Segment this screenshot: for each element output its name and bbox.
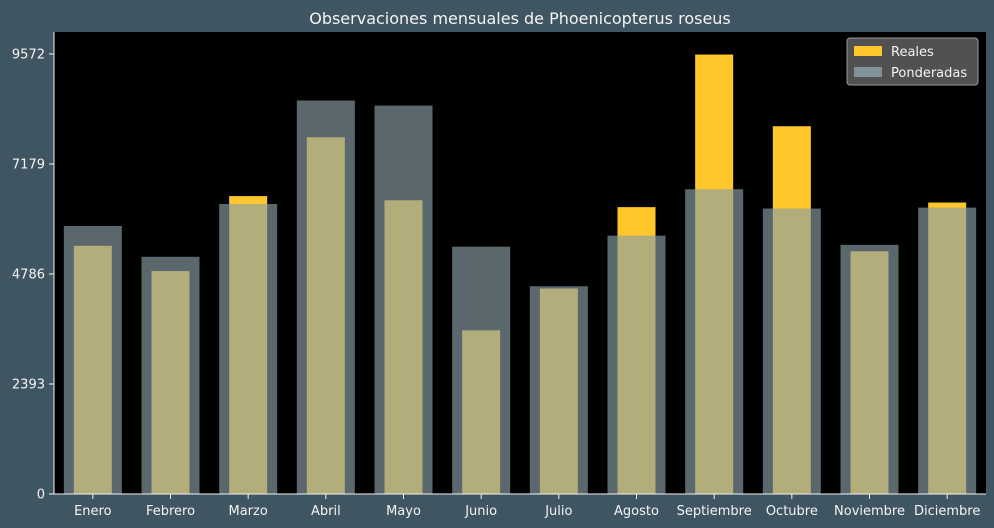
bar-ponderadas-julio	[529, 286, 588, 494]
y-tick-label: 2393	[12, 377, 45, 392]
legend-swatch-ponderadas	[854, 67, 882, 77]
x-tick-label: Julio	[544, 504, 572, 519]
bar-ponderadas-marzo	[219, 203, 278, 495]
bar-ponderadas-noviembre	[840, 244, 899, 494]
x-tick-label: Junio	[464, 504, 497, 519]
y-tick-label: 7179	[12, 157, 45, 172]
legend-label-reales: Reales	[891, 45, 934, 60]
legend-label-ponderadas: Ponderadas	[891, 66, 967, 81]
bar-ponderadas-diciembre	[918, 207, 977, 495]
ponderadas-bars	[63, 100, 977, 495]
bar-ponderadas-junio	[452, 246, 511, 494]
legend: Reales Ponderadas	[846, 37, 979, 86]
bar-ponderadas-mayo	[374, 105, 433, 494]
legend-swatch-reales	[854, 46, 882, 56]
bar-ponderadas-septiembre	[685, 189, 744, 495]
x-axis: Enero Febrero Marzo Abril Mayo Junio Julio Agos…	[54, 493, 986, 519]
y-tick-label: 4786	[12, 267, 45, 282]
x-tick-label: Enero	[74, 504, 112, 519]
x-tick-label: Febrero	[146, 504, 195, 519]
y-tick-label: 0	[37, 488, 45, 503]
x-tick-label: Septiembre	[677, 504, 752, 519]
chart-title: Observaciones mensuales de Phoenicopteru…	[309, 9, 731, 28]
plot-area	[54, 32, 986, 494]
x-tick-label: Diciembre	[914, 504, 980, 519]
x-tick-label: Marzo	[229, 504, 268, 519]
x-tick-label: Noviembre	[834, 504, 905, 519]
x-tick-label: Abril	[311, 504, 341, 519]
y-axis: 0 2393 4786 7179 9572	[12, 32, 55, 503]
bar-ponderadas-abril	[296, 100, 355, 495]
x-tick-label: Mayo	[386, 504, 421, 519]
bar-ponderadas-octubre	[762, 208, 821, 494]
bar-ponderadas-enero	[63, 225, 122, 495]
x-tick-label: Agosto	[614, 504, 659, 519]
bar-ponderadas-febrero	[141, 256, 200, 494]
x-tick-label: Octubre	[766, 504, 818, 519]
bar-ponderadas-agosto	[607, 235, 666, 494]
y-tick-label: 9572	[12, 47, 45, 62]
